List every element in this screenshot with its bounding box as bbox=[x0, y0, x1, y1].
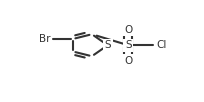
Text: S: S bbox=[104, 40, 111, 50]
Text: Cl: Cl bbox=[157, 40, 167, 50]
Text: O: O bbox=[124, 24, 132, 34]
Text: S: S bbox=[125, 40, 132, 50]
Text: Br: Br bbox=[39, 34, 51, 44]
Text: O: O bbox=[124, 56, 132, 66]
